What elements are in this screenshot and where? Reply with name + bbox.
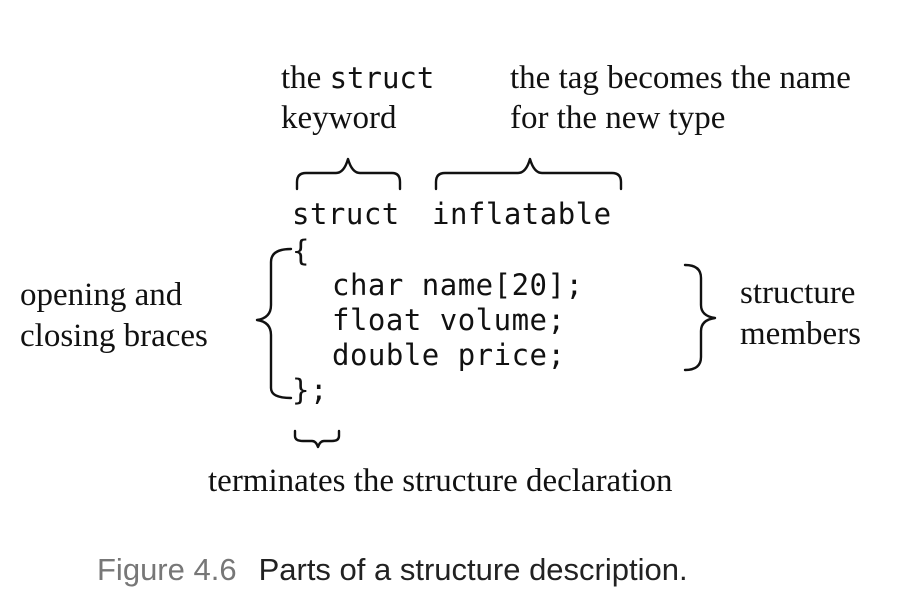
keyword-annotation-code: struct [329, 61, 435, 95]
figure-caption: Figure 4.6 Parts of a structure descripti… [97, 554, 688, 585]
tag-annotation-line1: the tag becomes the name [510, 60, 851, 96]
tag-annotation-line2: for the new type [510, 100, 726, 136]
tag-brace [434, 157, 623, 191]
code-member-3: double price; [332, 338, 566, 372]
code-open-brace: { [292, 234, 310, 268]
figure-caption-text: Parts of a structure description. [258, 552, 688, 587]
code-close: }; [292, 373, 328, 407]
code-member-1: char name[20]; [332, 268, 584, 302]
keyword-annotation-prefix: the [281, 60, 330, 96]
members-annotation-line2: members [740, 316, 861, 352]
keyword-annotation-line2: keyword [281, 100, 397, 136]
code-keyword: struct [292, 197, 400, 231]
braces-brace [255, 247, 293, 400]
members-annotation-line1: structure [740, 275, 856, 311]
braces-annotation-line2: closing braces [20, 318, 208, 354]
code-tag: inflatable [432, 197, 612, 231]
members-brace [683, 263, 717, 372]
keyword-brace [295, 157, 402, 191]
terminator-brace [293, 429, 341, 449]
braces-annotation-line1: opening and [20, 277, 183, 313]
code-member-2: float volume; [332, 303, 566, 337]
terminator-annotation: terminates the structure declaration [208, 463, 673, 499]
keyword-annotation-line1: the struct [281, 62, 434, 95]
figure-number: Figure 4.6 [97, 552, 237, 587]
